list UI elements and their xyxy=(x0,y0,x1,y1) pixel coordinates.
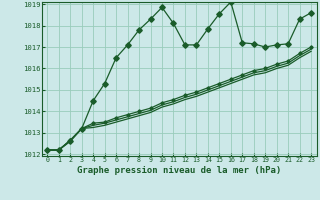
X-axis label: Graphe pression niveau de la mer (hPa): Graphe pression niveau de la mer (hPa) xyxy=(77,166,281,175)
